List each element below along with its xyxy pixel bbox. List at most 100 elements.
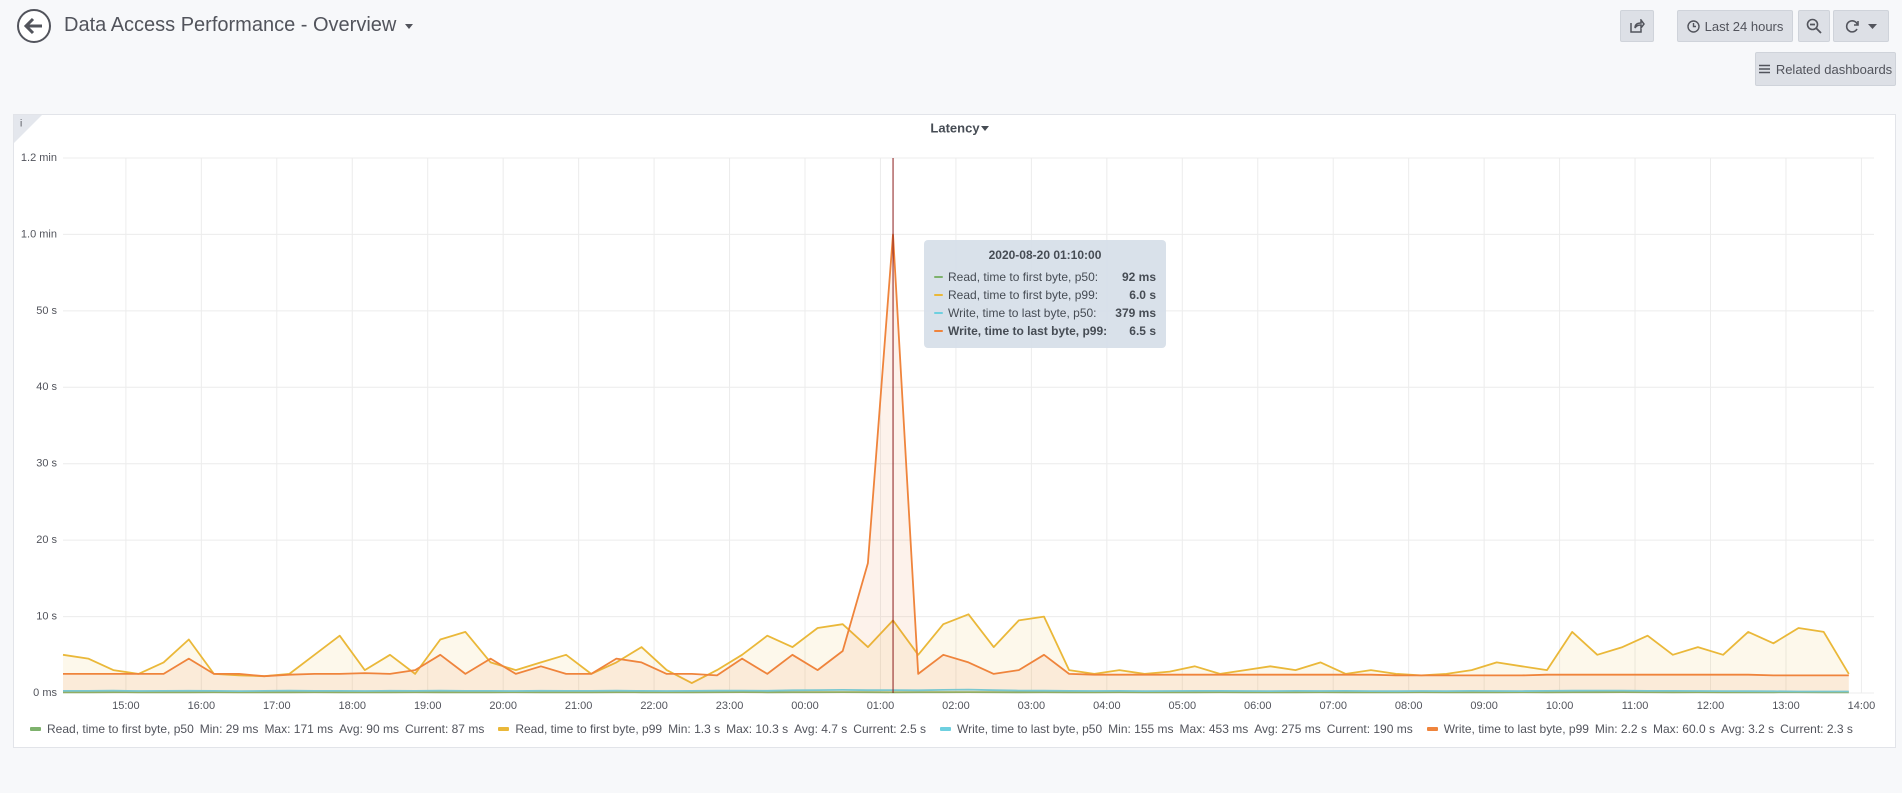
legend-stat: Min: 1.3 s	[668, 722, 721, 736]
legend-stat: Current: 2.5 s	[853, 722, 926, 736]
refresh-icon	[1845, 19, 1859, 33]
tooltip-name: Write, time to last byte, p99:	[948, 324, 1108, 338]
panel: i	[13, 114, 1896, 748]
y-tick-label: 1.0 min	[21, 228, 57, 240]
x-tick-label: 20:00	[489, 700, 517, 712]
legend-swatch	[1426, 727, 1438, 731]
legend-item[interactable]: Write, time to last byte, p99 Min: 2.2 s M…	[1426, 722, 1853, 736]
tooltip-name: Read, time to first byte, p50:	[948, 270, 1099, 284]
refresh-button[interactable]	[1833, 10, 1889, 42]
tooltip-row: Write, time to last byte, p99: 6.5 s	[934, 322, 1156, 340]
back-button[interactable]	[16, 8, 52, 44]
legend-stat: Current: 87 ms	[404, 722, 485, 736]
legend-stat: Min: 2.2 s	[1594, 722, 1647, 736]
x-tick-label: 10:00	[1546, 700, 1574, 712]
x-tick-label: 08:00	[1395, 700, 1423, 712]
series-line	[62, 613, 1850, 684]
legend-item[interactable]: Write, time to last byte, p50 Min: 155 ms…	[939, 722, 1413, 736]
x-tick-label: 17:00	[263, 700, 291, 712]
legend-stat: Min: 155 ms	[1108, 722, 1174, 736]
x-tick-label: 01:00	[867, 700, 895, 712]
y-tick-label: 40 s	[36, 381, 57, 393]
legend-stat: Avg: 90 ms	[339, 722, 399, 736]
tooltip-row: Read, time to first byte, p99: 6.0 s	[934, 286, 1156, 304]
legend-stat: Max: 60.0 s	[1652, 722, 1715, 736]
legend-name: Read, time to first byte, p50	[47, 722, 194, 736]
tooltip-time: 2020-08-20 01:10:00	[988, 248, 1102, 262]
legend-stat: Avg: 275 ms	[1254, 722, 1321, 736]
legend-stat: Avg: 4.7 s	[794, 722, 848, 736]
legend-item[interactable]: Read, time to first byte, p99 Min: 1.3 s M…	[498, 722, 926, 736]
legend-stat: Max: 453 ms	[1179, 722, 1249, 736]
x-tick-label: 14:00	[1848, 700, 1876, 712]
y-tick-label: 20 s	[36, 534, 57, 546]
legend-swatch	[30, 727, 41, 731]
time-picker[interactable]: Last 24 hours	[1677, 10, 1793, 42]
svg-text:i: i	[20, 119, 22, 130]
tooltip-value: 92 ms	[1121, 270, 1156, 284]
x-tick-label: 06:00	[1244, 700, 1272, 712]
legend-stat: Max: 171 ms	[264, 722, 334, 736]
y-tick-label: 10 s	[36, 610, 57, 622]
tooltip-value: 6.5 s	[1129, 324, 1156, 338]
legend-swatch	[934, 276, 943, 278]
x-tick-label: 04:00	[1093, 700, 1121, 712]
y-tick-label: 30 s	[36, 458, 57, 470]
legend-stat: Avg: 3.2 s	[1720, 722, 1775, 736]
x-tick-label: 22:00	[640, 700, 668, 712]
legend-swatch	[498, 727, 510, 731]
legend-name: Write, time to last byte, p50	[956, 722, 1103, 736]
legend-item[interactable]: Read, time to first byte, p50 Min: 29 ms M…	[30, 722, 484, 736]
tooltip-row: Read, time to first byte, p50: 92 ms	[934, 268, 1156, 286]
legend-name: Read, time to first byte, p99	[515, 722, 663, 736]
x-tick-label: 11:00	[1622, 700, 1649, 712]
x-tick-label: 23:00	[716, 700, 744, 712]
zoom-out-button[interactable]	[1798, 10, 1830, 42]
legend: Read, time to first byte, p50 Min: 29 ms M…	[30, 722, 1853, 736]
series-line	[63, 688, 1849, 693]
tooltip-name: Write, time to last byte, p50:	[948, 306, 1097, 320]
legend-stat: Min: 29 ms	[199, 722, 259, 736]
caret	[1868, 24, 1877, 29]
caret	[981, 126, 989, 131]
legend-swatch	[934, 330, 943, 332]
series-line	[63, 233, 1849, 678]
y-tick-label: 1.2 min	[21, 152, 57, 164]
tooltip-value: 379 ms	[1115, 306, 1156, 320]
y-tick-label: 0 ms	[33, 687, 57, 699]
tooltip-row: Write, time to last byte, p50: 379 ms	[934, 304, 1156, 322]
share-icon	[1630, 19, 1645, 33]
legend-swatch	[939, 727, 951, 731]
related-label: Related dashboards	[1775, 61, 1893, 77]
x-tick-label: 00:00	[791, 700, 819, 712]
legend-name: Write, time to last byte, p99	[1443, 722, 1589, 736]
x-tick-label: 19:00	[414, 700, 442, 712]
zoom-icon	[1806, 18, 1822, 34]
clock-icon	[1686, 19, 1700, 33]
legend-stat: Current: 2.3 s	[1780, 722, 1853, 736]
info-corner[interactable]: i	[14, 115, 42, 143]
series-area	[63, 614, 1849, 693]
x-tick-label: 03:00	[1018, 700, 1046, 712]
x-tick-label: 16:00	[188, 700, 216, 712]
tooltip-name: Read, time to first byte, p99:	[948, 288, 1099, 302]
panel-title[interactable]: Latency	[930, 120, 989, 135]
legend-swatch	[934, 294, 943, 296]
legend-stat: Max: 10.3 s	[726, 722, 789, 736]
x-tick-label: 09:00	[1470, 700, 1498, 712]
legend-swatch	[934, 312, 943, 314]
x-tick-label: 18:00	[338, 700, 366, 712]
title-text: Data Access Performance - Overview	[64, 14, 397, 36]
y-tick-label: 50 s	[36, 305, 57, 317]
legend-stat: Current: 190 ms	[1326, 722, 1413, 736]
dashboard-title[interactable]: Data Access Performance - Overview	[64, 14, 414, 37]
x-tick-label: 05:00	[1169, 700, 1197, 712]
related-dashboards-button[interactable]: Related dashboards	[1755, 52, 1896, 86]
x-tick-label: 02:00	[942, 700, 970, 712]
tooltip: 2020-08-20 01:10:00 Read, time to first …	[924, 240, 1166, 348]
x-tick-label: 13:00	[1772, 700, 1800, 712]
caret	[405, 23, 414, 29]
share-button[interactable]	[1620, 10, 1654, 42]
